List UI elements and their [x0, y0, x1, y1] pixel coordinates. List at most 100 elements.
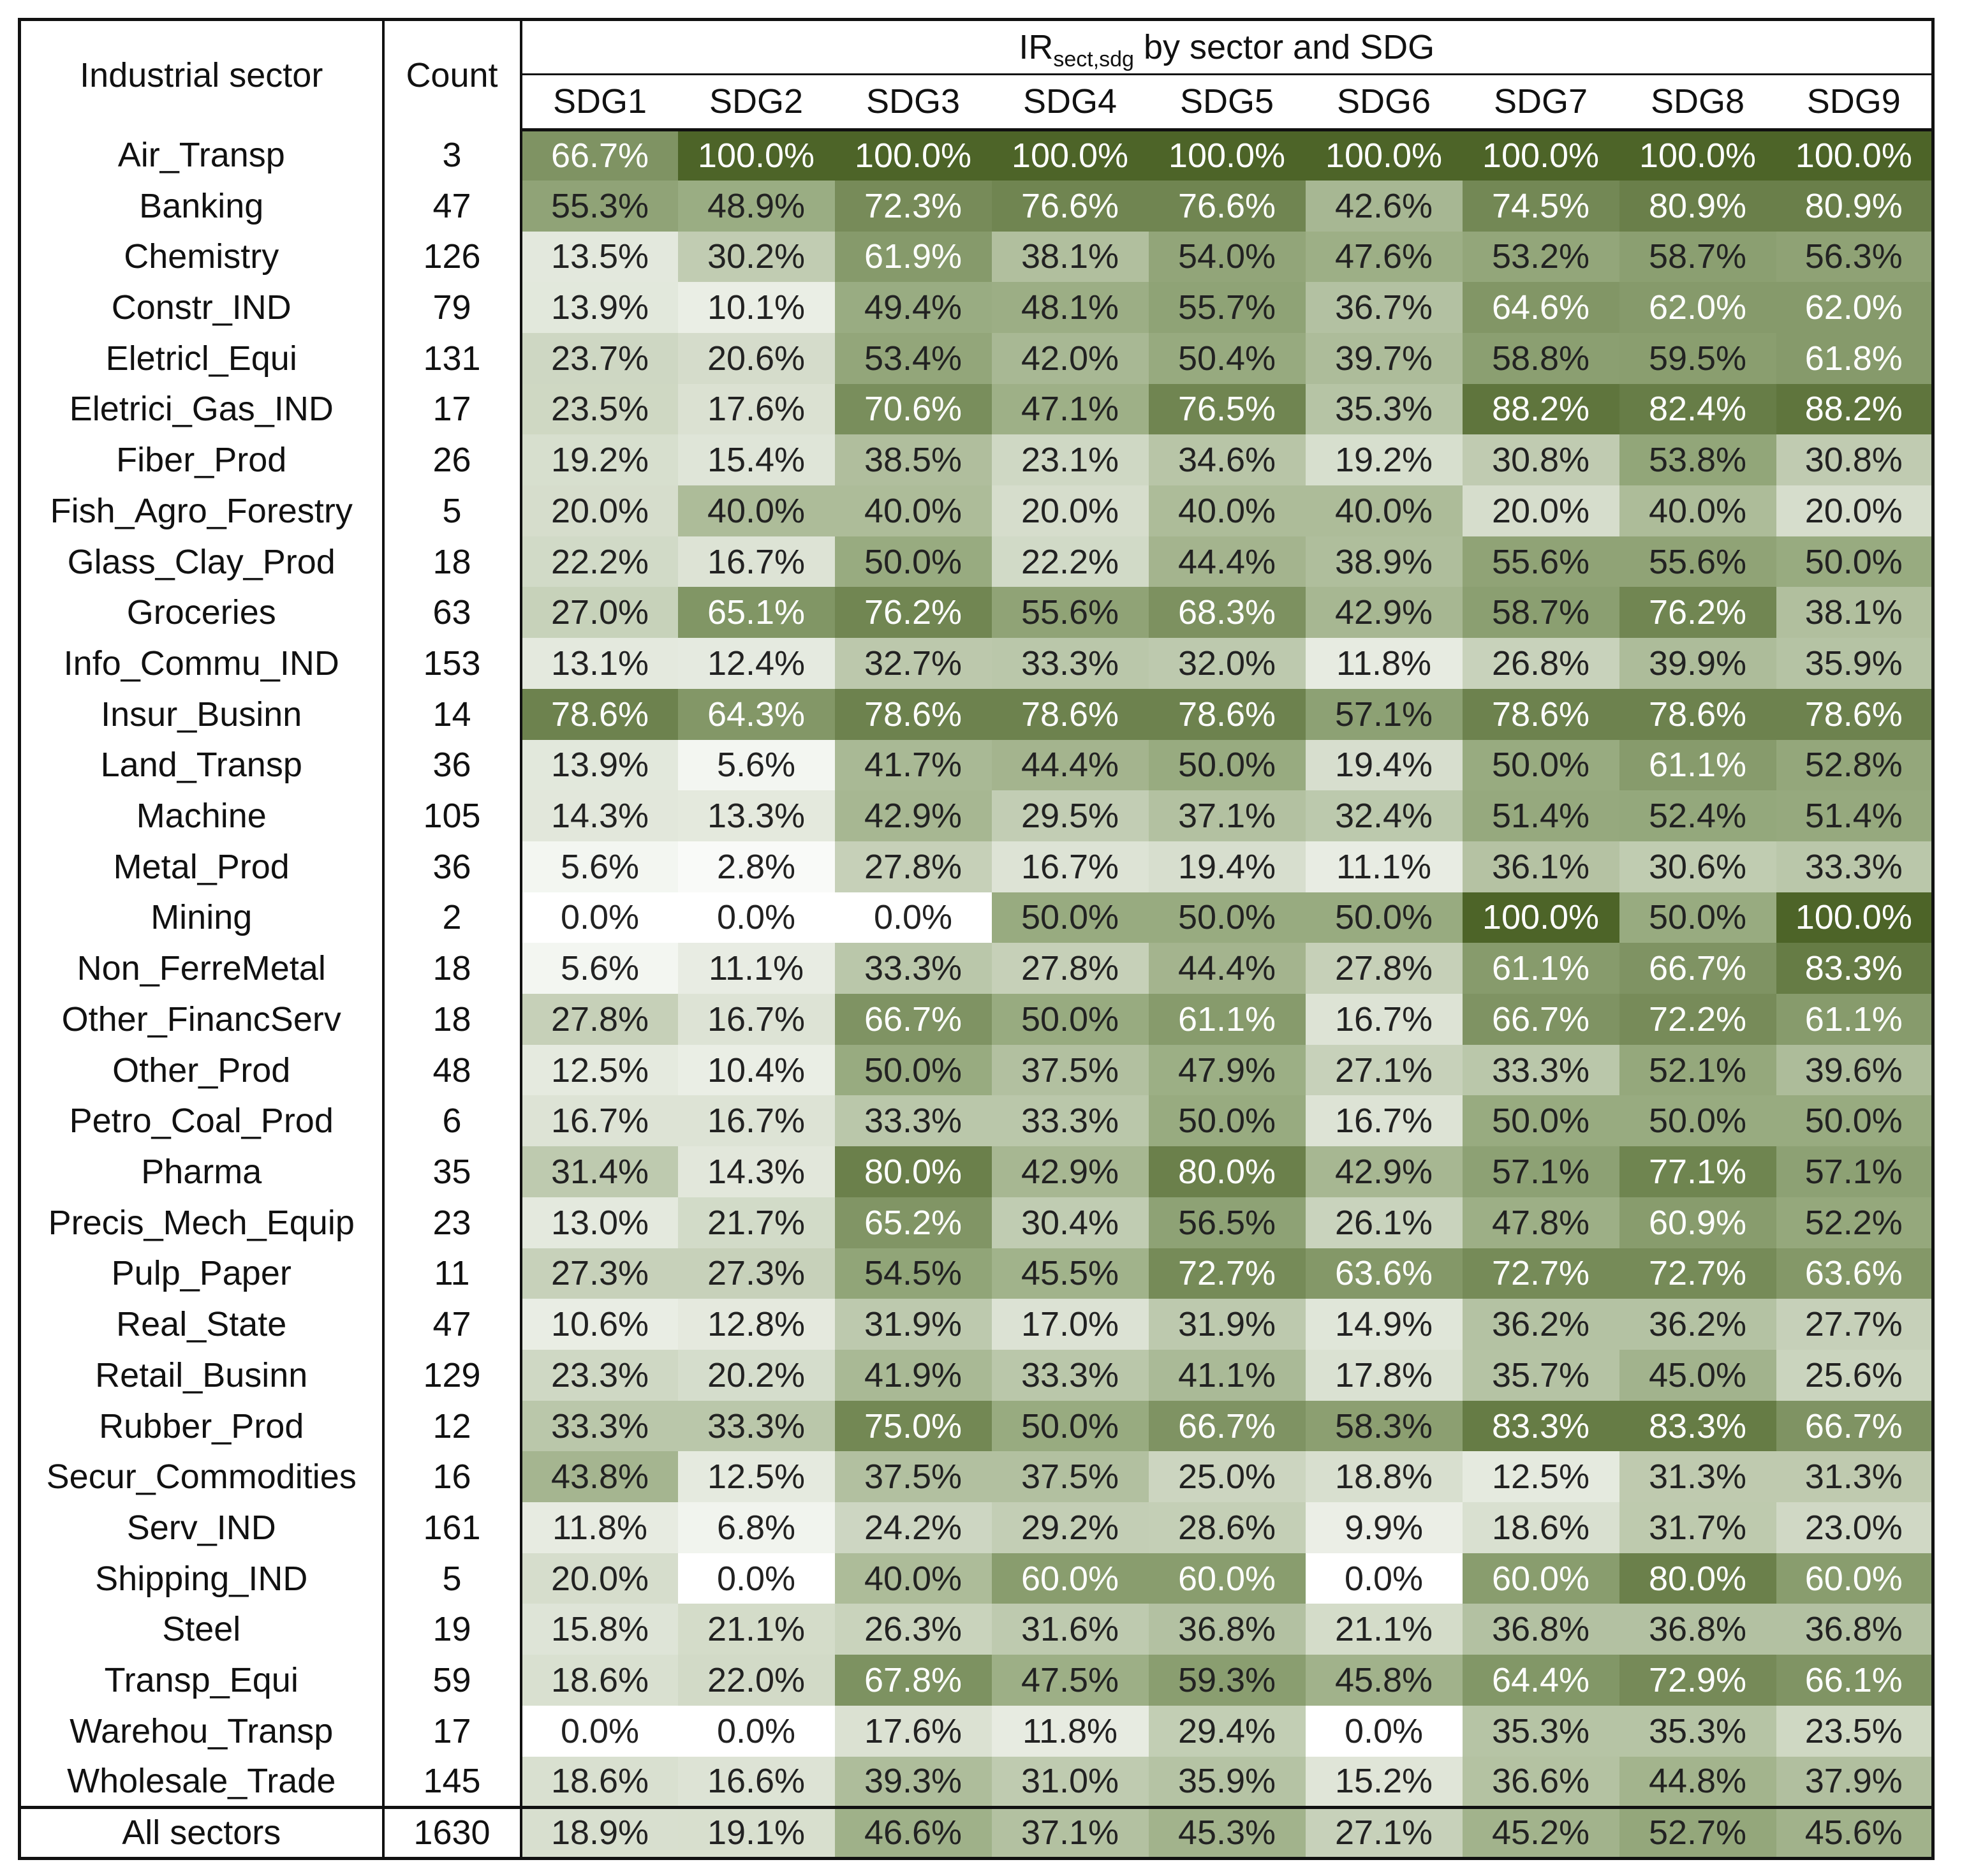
- sector-count: 145: [383, 1756, 522, 1808]
- sector-count: 14: [383, 688, 522, 740]
- ir-value-cell: 88.2%: [1776, 383, 1933, 435]
- sector-count: 23: [383, 1197, 522, 1248]
- sector-count: 161: [383, 1502, 522, 1553]
- table-row: Info_Commu_IND 153 13.1% 12.4% 32.7% 33.3% 32.…: [19, 638, 1933, 689]
- sector-name: Steel: [19, 1604, 385, 1655]
- ir-value-cell: 15.4%: [677, 434, 835, 486]
- ir-value-cell: 51.4%: [1462, 790, 1619, 841]
- sector-name: Transp_Equi: [19, 1655, 385, 1706]
- ir-value-cell: 26.8%: [1462, 638, 1619, 689]
- ir-value-cell: 53.4%: [834, 332, 992, 384]
- sector-count: 131: [383, 332, 522, 384]
- table-row: Fish_Agro_Forestry 5 20.0% 40.0% 40.0% 20.0% 4…: [19, 485, 1933, 536]
- title-subscript: sect,sdg: [1053, 47, 1134, 72]
- ir-value-cell: 27.8%: [834, 841, 992, 892]
- table-row: Wholesale_Trade 145 18.6% 16.6% 39.3% 31.0% 35…: [19, 1756, 1933, 1808]
- ir-value-cell: 31.7%: [1619, 1502, 1776, 1553]
- table-row: Steel 19 15.8% 21.1% 26.3% 31.6% 36.8% 21.1% 36.…: [19, 1604, 1933, 1655]
- ir-value-cell: 50.0%: [1148, 1095, 1306, 1147]
- sector-count: 16: [383, 1451, 522, 1503]
- ir-value-cell: 41.7%: [834, 739, 992, 791]
- sector-count: 59: [383, 1655, 522, 1706]
- ir-value-cell: 60.0%: [1462, 1553, 1619, 1604]
- ir-value-cell: 100.0%: [1462, 892, 1619, 943]
- ir-value-cell: 14.9%: [1305, 1299, 1463, 1350]
- ir-value-cell: 63.6%: [1305, 1248, 1463, 1299]
- ir-value-cell: 17.6%: [677, 383, 835, 435]
- ir-value-cell: 37.5%: [834, 1451, 992, 1503]
- ir-value-cell: 55.3%: [520, 180, 678, 232]
- ir-value-cell: 57.1%: [1305, 688, 1463, 740]
- title-rest: by sector and SDG: [1133, 28, 1435, 67]
- ir-value-cell: 66.7%: [834, 994, 992, 1045]
- ir-value-cell: 29.4%: [1148, 1705, 1306, 1757]
- ir-value-cell: 48.9%: [677, 180, 835, 232]
- ir-value-cell: 76.5%: [1148, 383, 1306, 435]
- table-row: Glass_Clay_Prod 18 22.2% 16.7% 50.0% 22.2% 44.…: [19, 536, 1933, 587]
- ir-value-cell: 33.3%: [991, 638, 1149, 689]
- ir-value-cell: 0.0%: [520, 892, 678, 943]
- ir-value-cell: 56.5%: [1148, 1197, 1306, 1248]
- ir-value-cell: 36.1%: [1462, 841, 1619, 892]
- ir-value-cell: 17.0%: [991, 1299, 1149, 1350]
- ir-value-cell: 58.7%: [1619, 231, 1776, 283]
- ir-value-cell: 74.5%: [1462, 180, 1619, 232]
- sector-name: Air_Transp: [19, 129, 385, 181]
- ir-value-cell: 15.8%: [520, 1604, 678, 1655]
- sector-name: Machine: [19, 790, 385, 841]
- ir-value-cell: 24.2%: [834, 1502, 992, 1553]
- ir-value-cell: 35.7%: [1462, 1349, 1619, 1401]
- ir-value-cell: 52.4%: [1619, 790, 1776, 841]
- sector-count: 36: [383, 739, 522, 791]
- ir-value-cell: 20.0%: [1776, 485, 1933, 536]
- sector-count: 48: [383, 1044, 522, 1096]
- ir-value-cell: 40.0%: [1148, 485, 1306, 536]
- ir-value-cell: 20.0%: [991, 485, 1149, 536]
- sector-column-header: Industrial sector: [19, 19, 385, 130]
- ir-value-cell: 50.0%: [991, 994, 1149, 1045]
- ir-value-cell: 64.6%: [1462, 282, 1619, 333]
- ir-value-cell: 57.1%: [1776, 1146, 1933, 1197]
- sector-count: 2: [383, 892, 522, 943]
- sector-name: Groceries: [19, 587, 385, 639]
- ir-value-cell: 0.0%: [1305, 1705, 1463, 1757]
- ir-value-cell: 58.7%: [1462, 587, 1619, 639]
- ir-value-cell: 78.6%: [1148, 688, 1306, 740]
- sector-name: Shipping_IND: [19, 1553, 385, 1604]
- ir-value-cell: 61.8%: [1776, 332, 1933, 384]
- sector-name: Metal_Prod: [19, 841, 385, 892]
- sdg-header-row: SDG1 SDG2 SDG3 SDG4 SDG5 SDG6 SDG7 SDG8 SDG9: [20, 74, 1933, 131]
- sdg-column-header: SDG6: [1305, 74, 1463, 131]
- ir-value-cell: 56.3%: [1776, 231, 1933, 283]
- table-row: Other_FinancServ 18 27.8% 16.7% 66.7% 50.0% 61…: [19, 994, 1933, 1045]
- ir-value-cell: 14.3%: [677, 1146, 835, 1197]
- ir-value-cell: 11.8%: [1305, 638, 1463, 689]
- ir-value-cell: 16.7%: [991, 841, 1149, 892]
- sector-name: Retail_Businn: [19, 1349, 385, 1401]
- ir-value-cell: 35.3%: [1619, 1705, 1776, 1757]
- ir-value-cell: 26.1%: [1305, 1197, 1463, 1248]
- ir-value-cell: 19.4%: [1305, 739, 1463, 791]
- ir-value-cell: 22.2%: [520, 536, 678, 587]
- ir-value-cell: 45.6%: [1776, 1805, 1933, 1859]
- ir-value-cell: 80.0%: [834, 1146, 992, 1197]
- ir-value-cell: 66.7%: [520, 129, 678, 181]
- ir-value-cell: 19.2%: [1305, 434, 1463, 486]
- sector-name: Eletrici_Gas_IND: [19, 383, 385, 435]
- ir-value-cell: 100.0%: [1462, 129, 1619, 181]
- ir-value-cell: 20.0%: [1462, 485, 1619, 536]
- sdg-column-header: SDG1: [520, 74, 678, 131]
- ir-value-cell: 42.0%: [991, 332, 1149, 384]
- ir-value-cell: 50.0%: [1776, 536, 1933, 587]
- table-row: Non_FerreMetal 18 5.6% 11.1% 33.3% 27.8% 44.4%…: [19, 943, 1933, 994]
- ir-value-cell: 11.8%: [520, 1502, 678, 1553]
- ir-value-cell: 29.5%: [991, 790, 1149, 841]
- ir-value-cell: 61.1%: [1619, 739, 1776, 791]
- ir-value-cell: 33.3%: [1776, 841, 1933, 892]
- sdg-column-header: SDG7: [1462, 74, 1619, 131]
- ir-value-cell: 33.3%: [1462, 1044, 1619, 1096]
- ir-value-cell: 62.0%: [1619, 282, 1776, 333]
- ir-value-cell: 42.6%: [1305, 180, 1463, 232]
- ir-value-cell: 5.6%: [520, 841, 678, 892]
- ir-value-cell: 40.0%: [677, 485, 835, 536]
